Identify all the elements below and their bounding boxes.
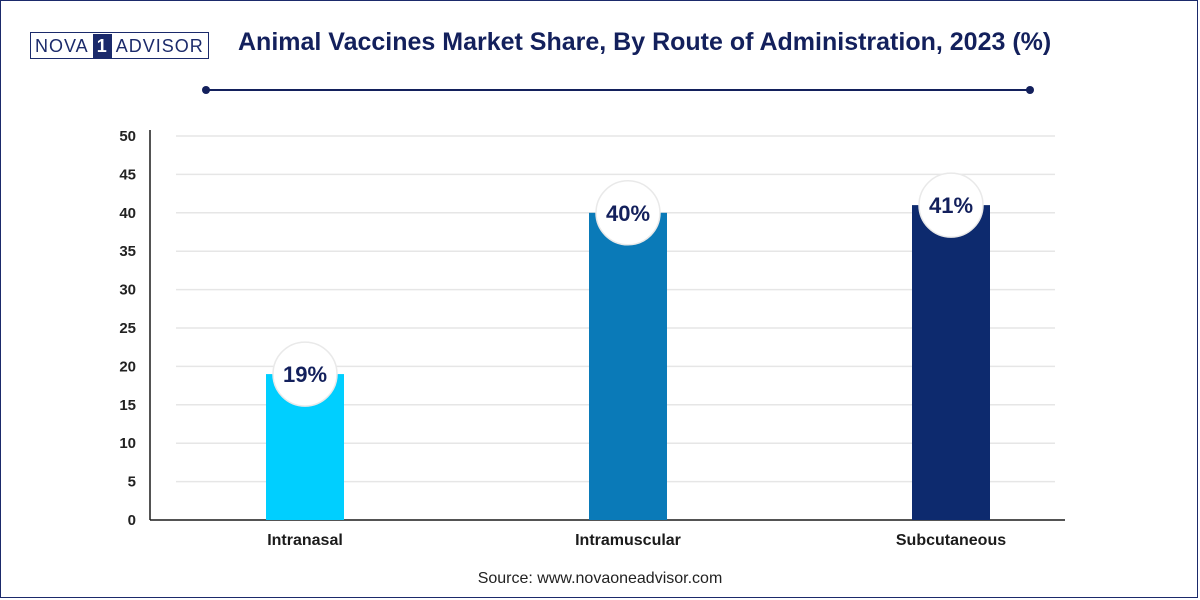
chart-title: Animal Vaccines Market Share, By Route o… <box>238 28 1052 56</box>
data-label: 41% <box>929 193 973 218</box>
y-tick-label: 20 <box>119 358 136 375</box>
value-badge <box>918 172 984 238</box>
logo-text-left: NOVA <box>35 35 89 56</box>
x-tick-label: Intranasal <box>267 532 343 549</box>
bar-subcutaneous <box>912 205 990 520</box>
bar-intramuscular <box>589 212 667 521</box>
logo-text-middle: 1 <box>92 33 112 58</box>
value-badge <box>595 180 661 246</box>
x-tick-label: Subcutaneous <box>896 532 1006 549</box>
y-tick-label: 40 <box>119 205 136 222</box>
y-tick-label: 50 <box>119 128 136 145</box>
x-tick-label: Intramuscular <box>575 532 681 549</box>
value-badge <box>272 341 338 407</box>
y-tick-label: 15 <box>119 397 136 414</box>
title-underline-right-dot <box>1026 86 1034 94</box>
y-tick-label: 45 <box>119 166 136 183</box>
title-underline <box>206 89 1030 91</box>
source-note: Source: www.novaoneadvisor.com <box>477 570 723 587</box>
y-tick-label: 5 <box>128 474 136 491</box>
data-label: 40% <box>606 201 650 226</box>
title-underline-left-dot <box>202 86 210 94</box>
y-tick-label: 30 <box>119 282 136 299</box>
logo-text-right: ADVISOR <box>115 35 204 56</box>
data-label: 19% <box>283 362 327 387</box>
brand-logo: NOVA 1 ADVISOR <box>30 32 209 59</box>
y-tick-label: 10 <box>119 435 136 452</box>
y-tick-label: 35 <box>119 243 136 260</box>
y-tick-label: 0 <box>128 512 136 529</box>
y-tick-label: 25 <box>119 320 136 337</box>
